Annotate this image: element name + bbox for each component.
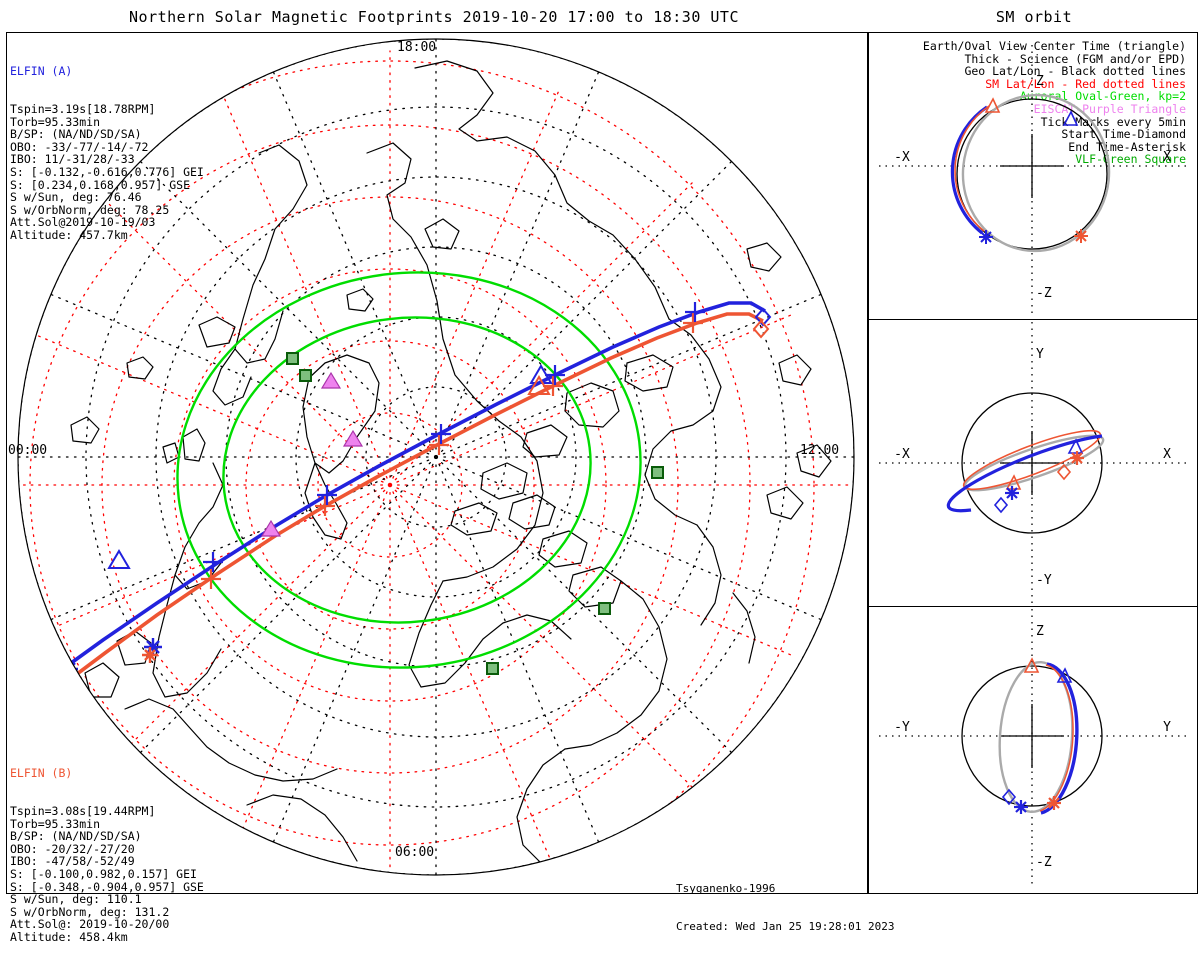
- legend-item-8: End Time-Asterisk: [1068, 139, 1186, 154]
- probe-b-footprint-track: [67, 312, 764, 682]
- tick-marks-probe-a: [203, 302, 705, 572]
- sm-orbit-xz-panel: Z -X X -Z: [869, 33, 1197, 320]
- probe-a-name: ELFIN (A): [10, 64, 73, 79]
- end-asterisk-probe-b-xz: [1074, 229, 1088, 243]
- orbit-probe-b-xy: [962, 429, 1102, 491]
- probe-b-name: ELFIN (B): [10, 766, 73, 781]
- axis-label-down-xy: -Y: [1036, 573, 1052, 588]
- probe-a-footprint-track: [65, 301, 766, 668]
- footprint-map-svg: [17, 38, 855, 876]
- earth-circle-xy: [961, 392, 1103, 534]
- legend-item-1: Thick - Science (FGM and/or EPD): [964, 51, 1186, 66]
- footprint-map-panel: [6, 32, 868, 894]
- start-diamond-probe-b-xy: [1056, 463, 1072, 481]
- center-triangle-probe-b-xy: [1005, 474, 1022, 490]
- orbit-grey-yz: [998, 660, 1074, 814]
- sm-orbit-yz-panel: Z -Y Y -Z: [869, 607, 1197, 893]
- probe-b-details: Tspin=3.08s[19.44RPM] Torb=95.33min B/SP…: [10, 803, 204, 944]
- axis-label-down-yz: -Z: [1036, 855, 1052, 870]
- geo-lon-grid: [18, 39, 854, 875]
- mlt-label-top: 18:00: [397, 40, 437, 55]
- legend-item-0: Earth/Oval View Center Time (triangle): [922, 39, 1186, 53]
- map-legend: Earth/Oval View Center Time (triangle) Th…: [923, 40, 1186, 166]
- end-asterisk-probe-b-xy: [1070, 451, 1084, 465]
- orbit-probe-a-xy: [946, 434, 1103, 513]
- start-diamond-probe-a-yz: [1001, 788, 1017, 806]
- axis-label-left-xy: -X: [894, 447, 910, 462]
- eiscat-station-markers: [260, 371, 364, 537]
- page-title: Northern Solar Magnetic Footprints 2019-…: [129, 8, 739, 26]
- legend-item-2: Geo Lat/Lon - Black dotted lines: [964, 64, 1186, 79]
- probe-a-details: Tspin=3.19s[18.78RPM] Torb=95.33min B/SP…: [10, 101, 204, 242]
- mlt-label-bottom: 06:00: [395, 845, 435, 860]
- sm-orbit-xy-panel: Y -X X -Y: [869, 320, 1197, 607]
- probe-a-info-block: ELFIN (A) Tspin=3.19s[18.78RPM] Torb=95.…: [10, 40, 204, 267]
- axis-label-up-xz: Z: [1036, 74, 1044, 89]
- earth-circle-yz: [961, 665, 1103, 807]
- center-triangle-probe-a-xz: [1062, 110, 1079, 126]
- orbit-probe-a-xz: [950, 105, 988, 235]
- end-asterisk-probe-a-yz: [1014, 800, 1028, 814]
- legend-item-9: VLF-Green Square: [1075, 152, 1186, 167]
- axis-label-left-xz: -X: [894, 150, 910, 165]
- auroral-oval: [176, 271, 642, 669]
- axis-label-right-xz: X: [1163, 150, 1171, 165]
- model-name: Tsyganenko-1996: [676, 882, 776, 896]
- end-asterisk-probe-b-yz: [1047, 796, 1061, 810]
- map-disk-outline: [17, 38, 855, 876]
- axis-label-up-xy: Y: [1036, 347, 1044, 362]
- axis-label-right-xy: X: [1163, 447, 1171, 462]
- sm-orbit-panel: Z -X X -Z: [868, 32, 1198, 894]
- axis-label-down-xz: -Z: [1036, 286, 1052, 301]
- sm-lon-grid: [18, 50, 854, 875]
- legend-item-6: Tick Marks every 5min: [1040, 114, 1186, 129]
- orbit-grey-xz: [961, 93, 1111, 253]
- center-time-triangle-probe-a: [107, 364, 553, 569]
- center-triangle-probe-b-yz: [1023, 657, 1040, 673]
- tick-marks-probe-b: [201, 313, 703, 589]
- earth-circle-xz: [956, 98, 1108, 250]
- center-triangle-probe-b-xz: [984, 97, 1001, 113]
- center-triangle-probe-a-xy: [1067, 438, 1084, 454]
- mlt-label-left: 00:00: [8, 443, 48, 458]
- start-time-diamond-markers: [752, 307, 772, 339]
- probe-b-info-block: ELFIN (B) Tspin=3.08s[19.44RPM] Torb=95.…: [10, 742, 204, 969]
- mlt-label-right: 12:00: [800, 443, 840, 458]
- axis-label-up-yz: Z: [1036, 624, 1044, 639]
- end-asterisk-probe-a-xz: [979, 230, 993, 244]
- legend-item-7: Start Time-Diamond: [1061, 127, 1186, 142]
- axis-label-left-yz: -Y: [894, 720, 910, 735]
- center-triangle-probe-a-yz: [1056, 667, 1073, 683]
- vlf-station-markers: [286, 352, 664, 675]
- legend-item-3: SM Lat/Lon - Red dotted lines: [985, 76, 1186, 91]
- end-asterisk-probe-a-xy: [1005, 486, 1019, 500]
- orbit-probe-b-xz: [954, 105, 990, 232]
- center-time-triangle-probe-b: [527, 375, 551, 395]
- created-timestamp: Created: Wed Jan 25 19:28:01 2023: [676, 919, 895, 933]
- coastlines: [70, 60, 832, 864]
- sm-orbit-title: SM orbit: [995, 8, 1073, 26]
- plot-root: Northern Solar Magnetic Footprints 2019-…: [6, 8, 1198, 944]
- start-diamond-probe-a-xy: [993, 496, 1009, 514]
- axis-label-right-yz: Y: [1163, 720, 1171, 735]
- credits-block: Tsyganenko-1996 Created: Wed Jan 25 19:2…: [676, 858, 895, 959]
